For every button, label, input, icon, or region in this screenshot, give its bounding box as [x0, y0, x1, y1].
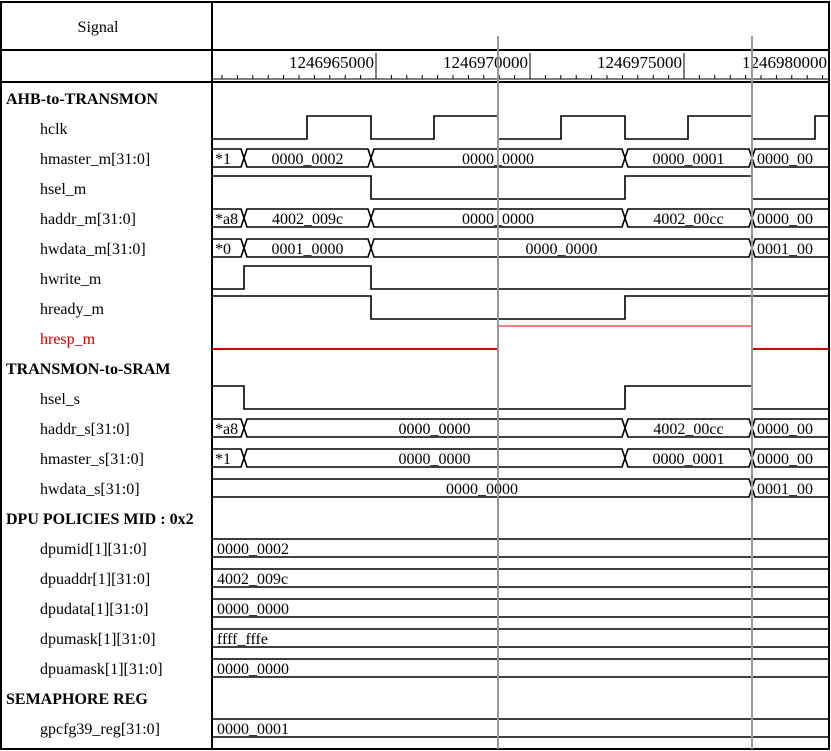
- ruler-tick-label: 1246975000: [597, 53, 682, 72]
- group-header: DPU POLICIES MID : 0x2: [6, 511, 194, 528]
- bus-value: 0000_0000: [526, 241, 598, 258]
- signal-name: hwdata_m[31:0]: [40, 241, 146, 258]
- bus-segment: [211, 448, 245, 468]
- bus-value: 0000_00: [757, 151, 813, 168]
- bus-segment: [211, 718, 830, 738]
- bus-value: 0000_0002: [272, 151, 344, 168]
- bus-segment: [211, 658, 830, 678]
- signal-name: dpumid[1][31:0]: [40, 541, 147, 558]
- group-header: AHB-to-TRANSMON: [6, 91, 158, 108]
- signal-name: hresp_m: [40, 331, 96, 348]
- bus-segment: [624, 208, 753, 228]
- bus-value: *1: [215, 151, 231, 168]
- bus-value: 0000_0001: [217, 721, 289, 738]
- group-header: SEMAPHORE REG: [6, 691, 148, 708]
- signal-name: dpumask[1][31:0]: [40, 631, 156, 648]
- signal-name: dpuaddr[1][31:0]: [40, 571, 150, 588]
- signal-name: hsel_m: [40, 181, 87, 198]
- signal-column-header: Signal: [78, 19, 119, 36]
- bit-waveform: [212, 385, 829, 410]
- bus-segment: [243, 448, 626, 468]
- signal-name: hwdata_s[31:0]: [40, 481, 140, 498]
- bus-segment: [370, 148, 626, 168]
- bus-value: *1: [215, 451, 231, 468]
- bus-segment: [243, 148, 372, 168]
- signal-name: hclk: [40, 121, 68, 138]
- bus-value: 0000_0000: [217, 661, 289, 678]
- signal-name: hready_m: [40, 301, 105, 318]
- signal-name: hmaster_m[31:0]: [40, 151, 150, 168]
- bus-value: 4002_00cc: [653, 421, 723, 438]
- bus-segment: [370, 208, 626, 228]
- signal-name: gpcfg39_reg[31:0]: [40, 721, 160, 738]
- bus-value: 0000_00: [757, 211, 813, 228]
- bus-value: 0000_0002: [217, 541, 289, 558]
- bus-value: 4002_009c: [272, 211, 343, 228]
- ruler-tick-label: 1246980000: [742, 53, 827, 72]
- bus-value: 0000_0001: [653, 451, 725, 468]
- bus-value: 0000_0000: [446, 481, 518, 498]
- ruler-tick-label: 1246970000: [443, 53, 528, 72]
- bit-waveform: [212, 295, 829, 320]
- bus-value: *a8: [215, 211, 238, 228]
- bus-segment: [243, 418, 626, 438]
- bus-segment: [211, 238, 245, 258]
- bus-value: 0000_00: [757, 421, 813, 438]
- bus-segment: [243, 208, 372, 228]
- bus-value: 0000_0000: [217, 601, 289, 618]
- bus-value: 0001_00: [757, 481, 813, 498]
- bus-value: 0000_0001: [653, 151, 725, 168]
- bus-segment: [211, 598, 830, 618]
- bus-value: 0000_0000: [399, 421, 471, 438]
- signal-name: dpuamask[1][31:0]: [40, 661, 163, 678]
- signal-name: haddr_m[31:0]: [40, 211, 136, 228]
- bus-value: 4002_009c: [217, 571, 288, 588]
- ruler-tick-label: 1246965000: [289, 53, 374, 72]
- signal-name: dpudata[1][31:0]: [40, 601, 148, 618]
- bus-segment: [211, 478, 753, 498]
- group-header: TRANSMON-to-SRAM: [6, 361, 170, 378]
- bus-value: 0001_00: [757, 241, 813, 258]
- bus-value: *0: [215, 241, 231, 258]
- bus-value: *a8: [215, 421, 238, 438]
- bus-value: 0000_0000: [399, 451, 471, 468]
- bus-segment: [624, 148, 753, 168]
- bus-value: 0000_00: [757, 451, 813, 468]
- signal-name: hsel_s: [40, 391, 80, 408]
- bus-value: 0001_0000: [272, 241, 344, 258]
- bus-segment: [243, 238, 372, 258]
- signal-name: haddr_s[31:0]: [40, 421, 130, 438]
- bus-segment: [370, 238, 753, 258]
- bus-segment: [211, 538, 830, 558]
- bus-value: ffff_fffe: [217, 631, 268, 648]
- bus-segment: [211, 568, 830, 588]
- signal-name: hwrite_m: [40, 271, 102, 288]
- bus-segment: [624, 448, 753, 468]
- bus-segment: [211, 418, 245, 438]
- bus-value: 4002_00cc: [653, 211, 723, 228]
- bit-waveform: [212, 115, 829, 140]
- bit-waveform: [212, 175, 829, 200]
- bus-segment: [624, 418, 753, 438]
- bus-segment: [211, 148, 245, 168]
- bus-segment: [211, 628, 830, 648]
- bus-segment: [211, 208, 245, 228]
- signal-name: hmaster_s[31:0]: [40, 451, 144, 468]
- bit-waveform: [212, 265, 829, 290]
